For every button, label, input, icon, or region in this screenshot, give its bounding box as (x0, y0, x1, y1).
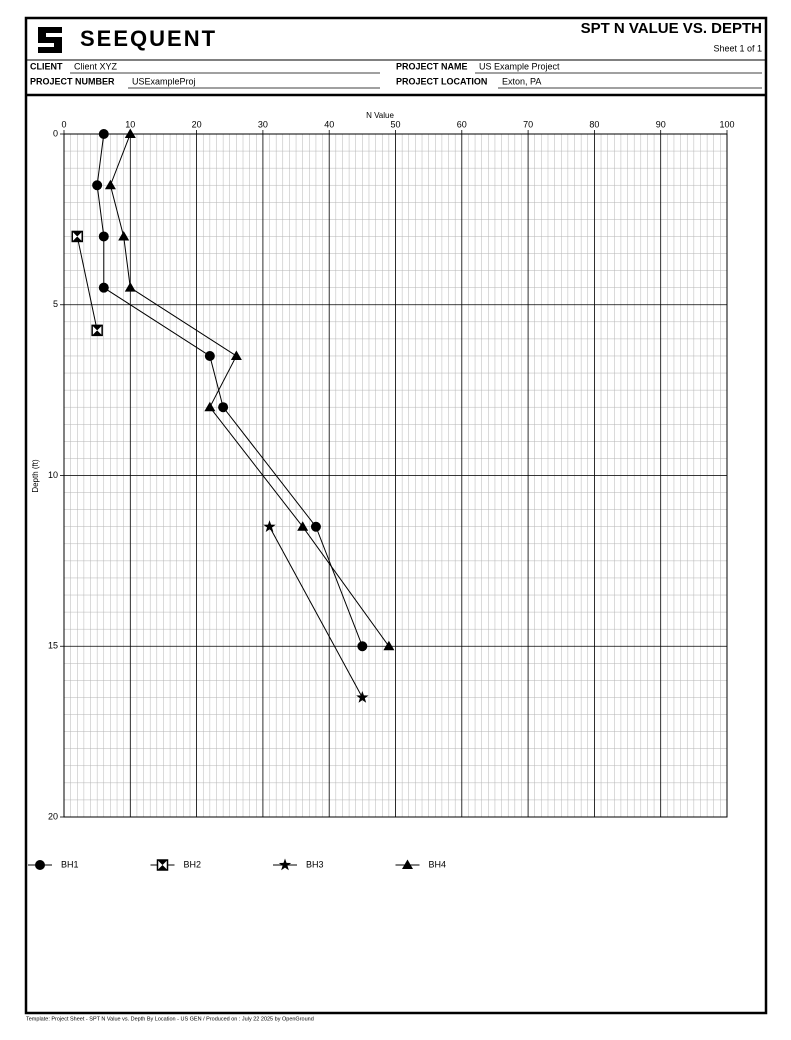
field-label: PROJECT LOCATION (396, 76, 487, 86)
marker (98, 129, 109, 139)
logo-icon (38, 27, 62, 53)
sheet-border (24, 16, 768, 1015)
marker (98, 231, 109, 242)
marker (310, 521, 321, 532)
marker (104, 179, 116, 190)
x-tick-label: 30 (258, 119, 268, 129)
marker (124, 282, 136, 292)
y-tick-label: 15 (48, 641, 58, 651)
plot: 0 10 20 30 40 50 60 70 80 90 100 0 5 10 15 20 BH1 BH2 BH3 B… (28, 119, 735, 871)
x-tick-label: 10 (125, 119, 135, 129)
x-tick-label: 90 (656, 119, 666, 129)
marker (98, 282, 109, 293)
marker (357, 641, 368, 652)
sheet-title: SPT N VALUE VS. DEPTH (581, 20, 762, 37)
marker (297, 521, 309, 531)
x-tick-label: 80 (589, 119, 599, 129)
field-value: US Example Project (479, 61, 560, 71)
x-tick-label: 0 (61, 119, 66, 129)
marker-cross (92, 325, 103, 336)
legend-label: BH1 (61, 859, 79, 869)
logo-text: SEEQUENT (80, 26, 217, 51)
marker (91, 324, 103, 337)
field-label: PROJECT NAME (396, 61, 468, 71)
marker-cross (157, 860, 168, 870)
field-label: PROJECT NUMBER (30, 76, 115, 86)
footer-text: Template: Project Sheet - SPT N Value vs… (26, 1016, 314, 1022)
field-label: CLIENT (30, 61, 63, 71)
x-tick-label: 60 (457, 119, 467, 129)
field-value: Client XYZ (74, 61, 118, 71)
marker (204, 350, 215, 361)
legend-label: BH3 (306, 859, 324, 869)
legend-label: BH2 (184, 859, 202, 869)
marker (230, 350, 242, 360)
marker (156, 859, 169, 871)
marker (71, 230, 84, 243)
x-tick-label: 70 (523, 119, 533, 129)
sheet-number: Sheet 1 of 1 (713, 43, 762, 53)
series-line (96, 133, 363, 647)
y-axis-title: Depth (ft) (31, 459, 40, 493)
field-value: Exton, PA (502, 76, 541, 86)
series-line (109, 133, 390, 647)
field-value: USExampleProj (132, 76, 196, 86)
x-tick-label: 50 (390, 119, 400, 129)
marker (383, 640, 395, 651)
y-tick-label: 5 (53, 299, 58, 309)
plot-frame (63, 133, 728, 818)
x-tick-label: 40 (324, 119, 334, 129)
marker (35, 860, 45, 870)
marker (278, 858, 292, 871)
marker (92, 180, 103, 191)
series-line (269, 526, 363, 698)
y-tick-label: 20 (48, 811, 58, 821)
marker (356, 690, 369, 703)
series-line (76, 236, 98, 331)
marker (263, 520, 276, 532)
legend-label: BH4 (429, 859, 447, 869)
marker (402, 859, 413, 869)
marker (118, 230, 130, 241)
marker (218, 402, 229, 413)
y-tick-label: 10 (48, 470, 58, 480)
marker (124, 128, 136, 138)
x-tick-label: 20 (192, 119, 202, 129)
x-axis-title: N Value (366, 111, 394, 120)
marker-cross (72, 231, 83, 242)
marker (204, 401, 216, 412)
x-tick-label: 100 (719, 119, 734, 129)
y-tick-label: 0 (53, 128, 58, 138)
